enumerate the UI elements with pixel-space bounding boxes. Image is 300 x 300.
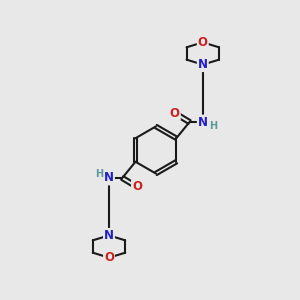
- Text: N: N: [104, 229, 114, 242]
- Text: N: N: [198, 116, 208, 128]
- Text: O: O: [198, 36, 208, 49]
- Text: N: N: [198, 58, 208, 71]
- Text: H: H: [95, 169, 103, 179]
- Text: O: O: [132, 180, 142, 193]
- Text: O: O: [170, 107, 180, 120]
- Text: H: H: [209, 121, 217, 131]
- Text: N: N: [104, 172, 114, 184]
- Text: O: O: [104, 251, 114, 264]
